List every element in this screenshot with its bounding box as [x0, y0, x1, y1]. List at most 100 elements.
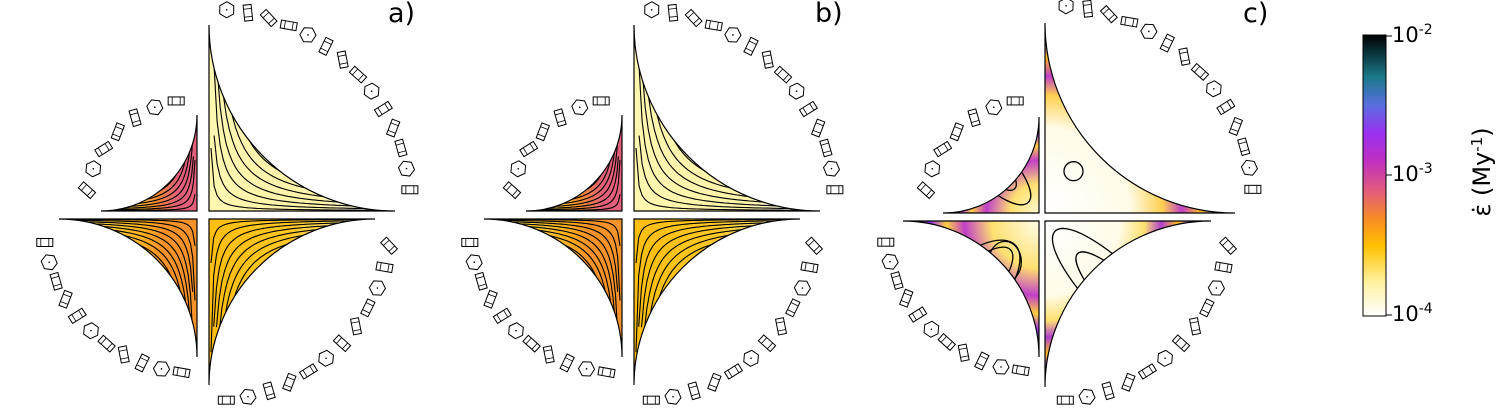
- crystal-glyph: [890, 271, 904, 290]
- crystal-dot: [90, 329, 92, 332]
- quadrant: [58, 218, 198, 358]
- crystal-edge: [748, 40, 757, 45]
- crystal-glyph: [36, 237, 54, 247]
- crystal-edge: [823, 150, 831, 154]
- crystal-edge: [601, 367, 604, 376]
- crystal-edge: [802, 107, 808, 115]
- crystal-glyph: [1006, 96, 1024, 106]
- crystal-prism: [1056, 395, 1074, 405]
- crystal-glyph: [385, 118, 401, 138]
- crystal-edge: [100, 337, 107, 345]
- crystal-edge: [776, 321, 785, 324]
- crystal-prism: [67, 307, 87, 325]
- crystal-prism: [1199, 298, 1215, 318]
- crystal-edge: [891, 275, 900, 279]
- crystal-glyph: [592, 96, 610, 106]
- crystal-dot: [1086, 395, 1088, 398]
- crystal-edge: [1230, 128, 1239, 132]
- crystal-edge: [1190, 321, 1199, 324]
- quadrant: [1044, 220, 1212, 388]
- crystal-edge: [808, 239, 815, 246]
- crystal-edge: [813, 245, 820, 252]
- crystal-edge: [900, 300, 909, 304]
- crystal-edge: [979, 355, 988, 360]
- flow-contour: [210, 147, 392, 211]
- crystal-dot: [795, 90, 798, 92]
- crystal-edge: [291, 22, 294, 31]
- crystal-prism: [483, 289, 498, 309]
- crystal-glyph: [348, 65, 368, 84]
- crystal-glyph: [542, 345, 555, 364]
- crystal-edge: [339, 62, 348, 65]
- crystal-edge: [362, 309, 370, 314]
- crystal-glyph: [559, 353, 575, 373]
- crystal-prism: [1099, 4, 1118, 24]
- crystal-glyph: [974, 351, 990, 371]
- crystal-edge: [244, 15, 253, 18]
- crystal-edge: [132, 120, 141, 124]
- quadrant-outline: [483, 218, 623, 358]
- crystal-dot: [585, 368, 588, 370]
- crystal-prism: [1082, 0, 1094, 18]
- crystal-edge: [1102, 8, 1110, 15]
- crystal-edge: [283, 20, 286, 29]
- crystal-edge: [969, 112, 977, 116]
- crystal-edge: [1083, 4, 1092, 6]
- quadrant-outline: [1044, 22, 1236, 214]
- crystal-prism: [1214, 261, 1233, 274]
- crystal-prism: [262, 381, 276, 401]
- crystal-prism: [110, 122, 126, 142]
- crystal-prism: [890, 271, 904, 290]
- crystal-glyph: [667, 3, 679, 22]
- crystal-edge: [78, 310, 84, 318]
- crystal-glyph: [1240, 159, 1258, 176]
- crystal-dot: [325, 357, 327, 360]
- crystal-glyph: [1216, 98, 1236, 116]
- crystal-prism: [282, 372, 297, 392]
- crystal-prism: [826, 185, 844, 195]
- crystal-prism: [474, 271, 488, 291]
- crystal-edge: [925, 189, 932, 197]
- flow-contour: [251, 260, 370, 375]
- crystal-edge: [894, 282, 903, 286]
- crystal-prism: [597, 366, 616, 379]
- crystal-glyph: [40, 254, 58, 271]
- crystal-glyph: [577, 361, 596, 377]
- colorbar-tick-label: 10-2: [1392, 22, 1433, 47]
- crystal-edge: [336, 337, 343, 344]
- crystal-edge: [911, 313, 917, 321]
- crystal-edge: [783, 74, 789, 81]
- crystal-edge: [790, 302, 799, 307]
- crystal-glyph: [1205, 80, 1222, 98]
- crystal-prism: [1006, 96, 1024, 106]
- crystal-glyph: [687, 381, 701, 401]
- crystal-edge: [81, 184, 87, 191]
- crystal-edge: [804, 262, 807, 271]
- flow-loop: [932, 266, 994, 328]
- crystal-prism: [217, 395, 235, 405]
- crystal-prism: [502, 181, 522, 200]
- crystal-edge: [262, 12, 270, 19]
- crystal-glyph: [723, 363, 744, 380]
- crystal-edge: [531, 343, 538, 350]
- crystal-prism: [318, 36, 334, 56]
- crystal-glyph: [1159, 33, 1176, 53]
- crystal-prism: [667, 3, 679, 22]
- crystal-glyph: [375, 261, 394, 274]
- quadrant: [633, 24, 821, 212]
- crystal-edge: [1124, 17, 1127, 26]
- crystal-edge: [960, 355, 969, 358]
- crystal-edge: [767, 342, 773, 350]
- crystal-edge: [86, 189, 93, 197]
- flow-contour: [245, 255, 370, 379]
- crystal-dot: [307, 34, 309, 36]
- crystal-glyph: [1228, 116, 1244, 136]
- crystal-edge: [176, 367, 179, 376]
- crystal-glyph: [373, 100, 393, 118]
- crystal-dot: [473, 261, 476, 264]
- crystal-prism: [761, 50, 774, 69]
- crystal-glyph: [535, 122, 551, 142]
- crystal-edge: [668, 7, 677, 10]
- crystal-edge: [104, 143, 110, 151]
- crystal-dot: [830, 167, 833, 170]
